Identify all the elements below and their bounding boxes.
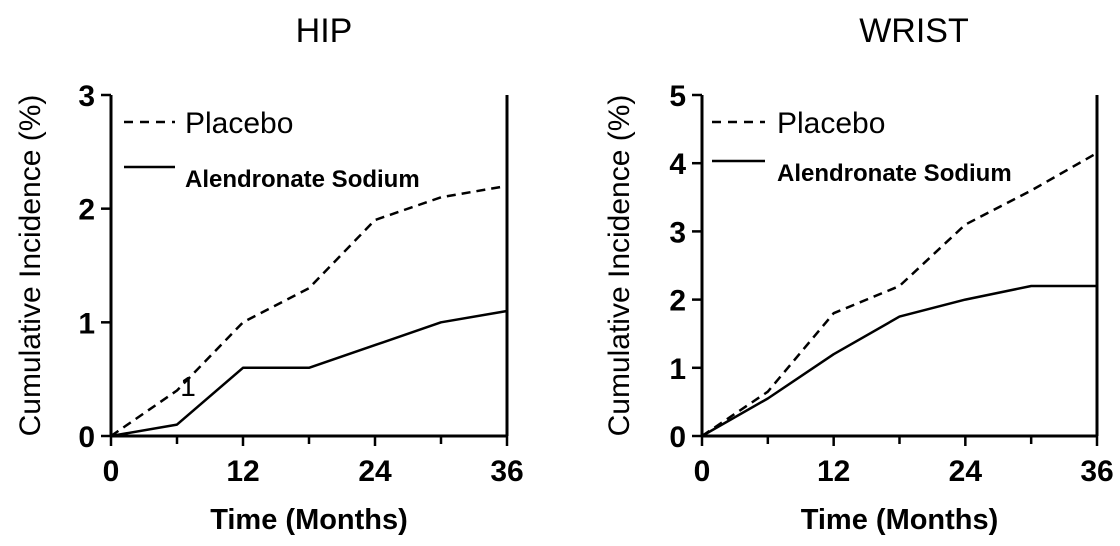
wrist-panel: WRIST Cumulative Incidence (%) Time (Month… [603, 12, 1114, 536]
hip-x-axis-label: Time (Months) [210, 504, 408, 536]
wrist-x-tick-label: 24 [949, 455, 983, 488]
hip-chart-title: HIP [296, 12, 353, 50]
hip-y-tick-label: 2 [78, 194, 95, 227]
hip-y-tick-label: 1 [78, 307, 95, 340]
wrist-y-axis-label: Cumulative Incidence (%) [603, 95, 636, 437]
hip-x-tick-label: 36 [490, 455, 523, 488]
wrist-y-tick-label: 0 [669, 421, 686, 454]
wrist-chart-title: WRIST [859, 12, 969, 50]
hip-x-tick-label: 24 [358, 455, 392, 488]
wrist-x-axis-label: Time (Months) [801, 504, 999, 536]
hip-y-tick-label: 0 [78, 421, 95, 454]
hip-y-tick-label: 3 [78, 80, 95, 113]
hip-panel: HIP Cumulative Incidence (%) Time (Months)… [14, 12, 524, 536]
wrist-y-tick-label: 5 [669, 80, 686, 113]
wrist-legend-alendronate-label: Alendronate Sodium [777, 160, 1012, 187]
wrist-x-tick-label: 36 [1080, 455, 1113, 488]
wrist-x-tick-label: 12 [817, 455, 850, 488]
wrist-legend-placebo-label: Placebo [777, 107, 885, 140]
hip-series-alendronate-line [110, 309, 508, 438]
hip-annotation: 1 [180, 371, 196, 402]
wrist-y-tick-label: 2 [669, 285, 686, 318]
hip-x-tick-label: 0 [103, 455, 120, 488]
wrist-x-tick-label: 0 [694, 455, 711, 488]
hip-legend-alendronate-label: Alendronate Sodium [185, 166, 420, 193]
hip-x-tick-label: 12 [226, 455, 259, 488]
hip-series-placebo-line [110, 184, 508, 438]
wrist-y-tick-label: 1 [669, 353, 686, 386]
hip-y-axis-label: Cumulative Incidence (%) [14, 95, 47, 437]
wrist-y-tick-label: 3 [669, 216, 686, 249]
wrist-series-alendronate-line [701, 284, 1097, 438]
wrist-series-placebo-line [701, 151, 1098, 438]
hip-legend-placebo-label: Placebo [185, 107, 293, 140]
wrist-y-tick-label: 4 [669, 148, 686, 181]
